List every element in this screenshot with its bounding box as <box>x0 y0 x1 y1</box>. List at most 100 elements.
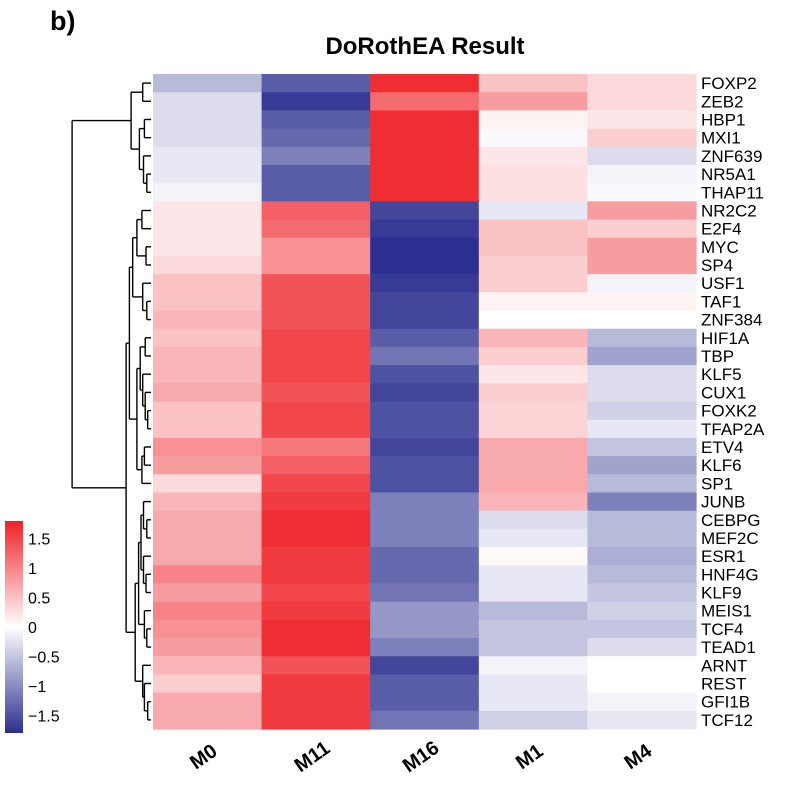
heatmap-cell <box>261 565 371 585</box>
row-label: MEIS1 <box>701 602 752 621</box>
heatmap-cell <box>587 310 697 330</box>
heatmap-cell <box>261 456 371 475</box>
heatmap-cell <box>478 274 588 293</box>
heatmap-cell <box>153 328 263 348</box>
row-label: CEBPG <box>701 511 761 530</box>
heatmap-cell <box>261 710 371 730</box>
heatmap-cell <box>370 383 480 403</box>
row-label: HBP1 <box>701 110 745 129</box>
heatmap-cell <box>153 619 263 639</box>
heatmap-cell <box>261 74 371 93</box>
heatmap-cell <box>587 183 697 202</box>
legend-tick-label: 1 <box>28 561 37 578</box>
heatmap-cell <box>587 638 697 657</box>
row-label: TCF4 <box>701 620 744 639</box>
heatmap-cell <box>587 292 697 312</box>
heatmap-cell <box>261 638 371 657</box>
heatmap-cell <box>261 164 371 184</box>
heatmap-cell <box>153 92 263 111</box>
heatmap-cell <box>370 92 480 111</box>
heatmap-cell <box>478 92 588 111</box>
heatmap-cell <box>153 346 263 366</box>
heatmap-cell <box>153 401 263 421</box>
heatmap-cell <box>478 692 588 712</box>
heatmap-cell <box>587 219 697 239</box>
heatmap-cell <box>153 183 263 202</box>
heatmap-cell <box>153 456 263 475</box>
heatmap-cell <box>153 547 263 566</box>
column-label: M1 <box>512 740 547 774</box>
heatmap-cell <box>370 292 480 312</box>
heatmap-cell <box>153 110 263 130</box>
heatmap-cell <box>587 510 697 530</box>
row-label: NR2C2 <box>701 201 757 220</box>
heatmap-cell <box>587 237 697 257</box>
heatmap-cell <box>478 710 588 730</box>
heatmap-cell <box>478 547 588 566</box>
heatmap-cell <box>261 183 371 202</box>
heatmap-cell <box>153 219 263 239</box>
heatmap-cell <box>478 128 588 148</box>
row-dendrogram <box>71 82 151 721</box>
heatmap-cell <box>478 74 588 93</box>
heatmap-cell <box>370 255 480 275</box>
heatmap-cell <box>370 237 480 257</box>
row-label: KLF5 <box>701 365 742 384</box>
legend-tick-label: 1.5 <box>28 532 50 549</box>
heatmap-cell <box>370 164 480 184</box>
row-label: TBP <box>701 347 734 366</box>
heatmap-cell <box>153 255 263 275</box>
heatmap-cell <box>370 474 480 494</box>
heatmap-cell <box>153 674 263 694</box>
heatmap-cell <box>478 401 588 421</box>
row-label: FOXP2 <box>701 74 757 93</box>
row-label: ESR1 <box>701 547 745 566</box>
heatmap-cell <box>478 201 588 221</box>
row-label: TAF1 <box>701 292 741 311</box>
heatmap-cell <box>587 456 697 475</box>
heatmap-cell <box>370 692 480 712</box>
heatmap-cell <box>153 164 263 184</box>
color-legend: 1.5 1 0.5 0 −0.5 −1 −1.5 <box>5 521 60 733</box>
column-label: M11 <box>291 737 335 777</box>
legend-tick-label: −1 <box>28 679 46 696</box>
heatmap-cell <box>370 510 480 530</box>
heatmap-cell <box>587 547 697 566</box>
heatmap-cell <box>370 419 480 439</box>
heatmap-cell <box>478 183 588 202</box>
row-labels: FOXP2ZEB2HBP1MXI1ZNF639NR5A1THAP11NR2C2E… <box>701 74 765 730</box>
heatmap-cell <box>153 510 263 530</box>
heatmap-cell <box>370 456 480 475</box>
heatmap-cell <box>587 419 697 439</box>
heatmap-cell <box>261 401 371 421</box>
row-label: MEF2C <box>701 529 759 548</box>
heatmap-cell <box>587 565 697 585</box>
row-label: NR5A1 <box>701 165 756 184</box>
heatmap-cell <box>478 328 588 348</box>
heatmap-cell <box>587 346 697 366</box>
heatmap-cell <box>370 638 480 657</box>
heatmap-cell <box>261 619 371 639</box>
heatmap-cell <box>153 419 263 439</box>
legend-tick-label: 0 <box>28 620 37 637</box>
heatmap-cell <box>153 237 263 257</box>
heatmap-cell <box>261 601 371 621</box>
heatmap-cell <box>478 456 588 475</box>
heatmap-cell <box>370 128 480 148</box>
heatmap-cell <box>587 474 697 494</box>
heatmap-cell <box>153 601 263 621</box>
heatmap-cell <box>587 710 697 730</box>
heatmap-cell <box>261 255 371 275</box>
heatmap-cell <box>261 692 371 712</box>
heatmap-cell <box>261 219 371 239</box>
row-label: ZNF639 <box>701 147 762 166</box>
row-label: SP4 <box>701 256 733 275</box>
panel-label: b) <box>50 6 75 36</box>
heatmap-cell <box>587 583 697 603</box>
heatmap-cell <box>587 656 697 676</box>
heatmap-cell <box>370 74 480 93</box>
row-label: GFI1B <box>701 693 750 712</box>
heatmap-cell <box>478 601 588 621</box>
heatmap-cell <box>587 492 697 512</box>
heatmap-cell <box>587 401 697 421</box>
